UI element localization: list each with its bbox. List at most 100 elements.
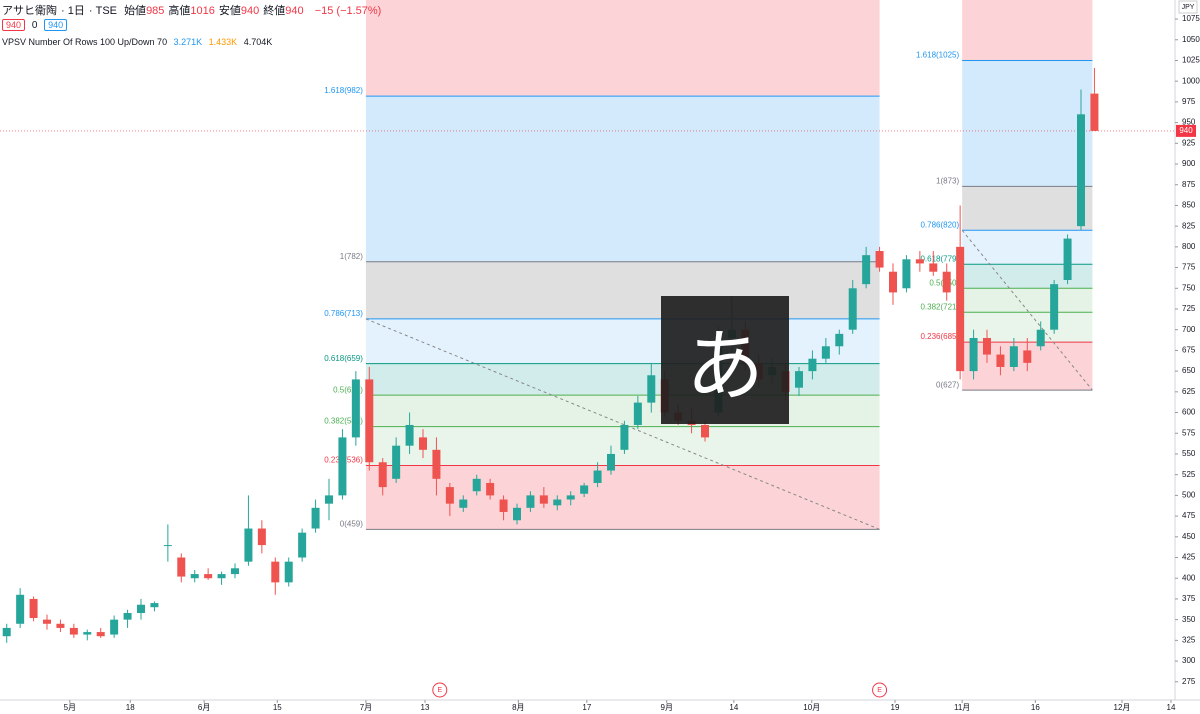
- fib-label: 0.786(820): [920, 220, 959, 229]
- earnings-marker: [432, 682, 448, 698]
- fib-band: [962, 186, 1093, 231]
- fib-label: 0.5(621): [333, 385, 363, 394]
- x-tick-label: 14: [1167, 703, 1176, 712]
- y-tick-label: 650: [1182, 366, 1196, 375]
- fib-label: 1(782): [340, 252, 363, 261]
- change: −15 (−1.57%): [314, 5, 382, 17]
- candle-body: [1036, 329, 1045, 347]
- y-tick-label: 1000: [1182, 76, 1200, 85]
- candle-body: [1050, 284, 1059, 330]
- y-tick-label: 1050: [1182, 35, 1200, 44]
- candle-body: [405, 424, 414, 446]
- candle-body: [217, 574, 226, 579]
- x-tick-label: 10月: [803, 703, 820, 712]
- candle-body: [257, 528, 266, 546]
- candle-body: [808, 358, 817, 372]
- candle-body: [177, 557, 186, 577]
- x-tick-label: 17: [582, 703, 591, 712]
- y-tick-label: 300: [1182, 656, 1196, 665]
- candle-body: [915, 259, 924, 264]
- candle-body: [1023, 350, 1032, 363]
- candle-body: [110, 619, 119, 635]
- y-tick-label: 525: [1182, 470, 1196, 479]
- interval: 1日: [67, 5, 85, 17]
- indicator-value: 4.704K: [243, 37, 273, 47]
- fib-band: [365, 318, 880, 364]
- indicator-name: VPSV Number Of Rows 100 Up/Down 70: [2, 37, 168, 47]
- y-tick-label: 925: [1182, 138, 1196, 147]
- y-tick-label: 325: [1182, 635, 1196, 644]
- candle-body: [163, 545, 172, 547]
- fib-label: 0.618(779): [920, 254, 959, 263]
- candle-body: [929, 263, 938, 272]
- candle-body: [539, 495, 548, 504]
- currency: JPY: [1182, 4, 1195, 11]
- fib-band: [962, 312, 1093, 343]
- fib-label: 0(627): [936, 380, 959, 389]
- indicator-value: 1.433K: [208, 37, 238, 47]
- x-tick-label: 8月: [512, 703, 524, 712]
- fib-label: 1.618(982): [324, 86, 363, 95]
- candle-body: [432, 449, 441, 479]
- candle-body: [43, 619, 51, 624]
- y-tick-label: 700: [1182, 325, 1196, 334]
- candle-body: [996, 354, 1005, 367]
- currency-box: [1178, 0, 1198, 14]
- candle-body: [378, 462, 387, 488]
- y-tick-label: 825: [1182, 221, 1196, 230]
- y-tick-label: 275: [1182, 677, 1196, 686]
- y-tick-label: 750: [1182, 283, 1196, 292]
- candle-body: [325, 495, 333, 504]
- fib-label: 0.236(685): [920, 332, 959, 341]
- candle-body: [848, 288, 857, 330]
- y-tick-label: 350: [1182, 615, 1196, 624]
- candle-body: [526, 495, 535, 508]
- candle-body: [137, 604, 145, 614]
- y-tick-label: 600: [1182, 408, 1196, 417]
- candle-body: [231, 568, 239, 575]
- candle-body: [83, 632, 92, 635]
- candle-body: [889, 271, 897, 293]
- candle-body: [392, 445, 401, 479]
- candle-body: [499, 499, 508, 512]
- candle-body: [1009, 346, 1018, 367]
- x-tick-label: 14: [729, 703, 738, 712]
- candle-body: [620, 424, 629, 450]
- fib-label: 0.382(583): [324, 417, 363, 426]
- candle-body: [969, 337, 978, 372]
- candle-body: [96, 632, 105, 637]
- y-tick-label: 1075: [1182, 14, 1200, 23]
- candle-body: [956, 246, 965, 372]
- candle-body: [16, 594, 25, 624]
- y-tick-label: 675: [1182, 346, 1196, 355]
- candle-body: [190, 574, 199, 579]
- candle-body: [29, 598, 38, 618]
- fib-band: [365, 96, 880, 262]
- x-tick-label: 13: [421, 703, 430, 712]
- candle-body: [701, 424, 709, 438]
- x-tick-label: 12月: [1114, 703, 1131, 712]
- candle-body: [1063, 238, 1072, 280]
- header: アサヒ衛陶 · 1日 · TSE 始値985 高値1016 安値940 終値940 −15…: [2, 5, 382, 17]
- ohlc-label: 安値: [218, 5, 241, 17]
- y-tick-label: 475: [1182, 511, 1196, 520]
- candle-body: [821, 346, 830, 359]
- boxes: 940 0 940: [2, 19, 71, 31]
- x-tick-label: 11月: [954, 703, 970, 712]
- candle-body: [580, 485, 589, 494]
- fib-band: [365, 261, 880, 319]
- candle-body: [875, 251, 884, 268]
- x-tick-label: 9月: [661, 703, 673, 712]
- y-tick-label: 1025: [1182, 56, 1200, 65]
- y-tick-label: 450: [1182, 532, 1196, 541]
- candle-body: [2, 627, 11, 637]
- ohlc: 始値985 高値1016 安値940 終値940: [124, 5, 308, 17]
- ohlc-value: 940: [240, 5, 260, 17]
- candle-body: [150, 603, 159, 608]
- y-tick-label: 725: [1182, 304, 1196, 313]
- candle-body: [902, 259, 911, 289]
- x-tick-label: 18: [126, 703, 135, 712]
- candle-body: [298, 532, 307, 558]
